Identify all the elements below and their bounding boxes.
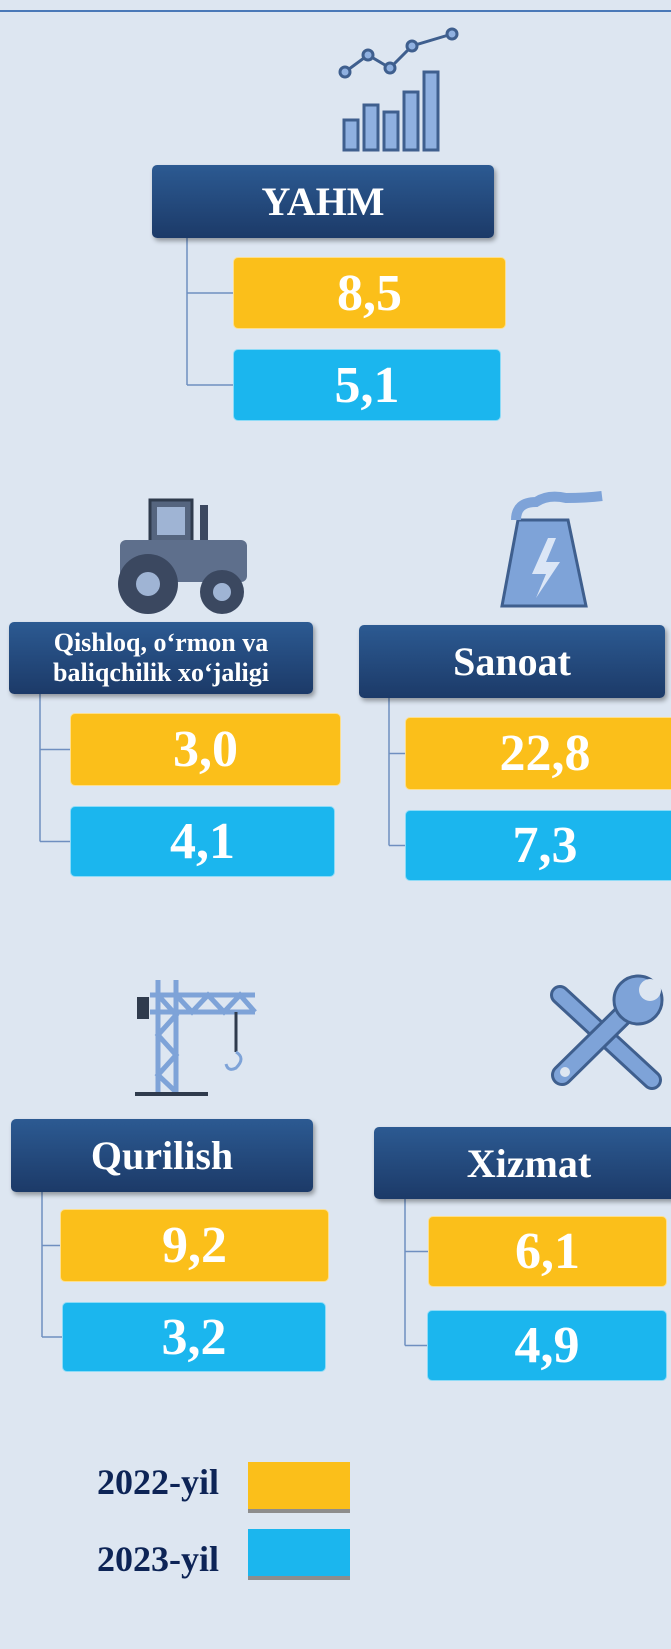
section-title: YAHM	[152, 165, 494, 238]
chart-icon	[338, 27, 459, 152]
value-box: 22,8	[405, 717, 671, 790]
value-box: 6,1	[428, 1216, 667, 1287]
section-title: Sanoat	[359, 625, 665, 698]
value-box: 8,5	[233, 257, 506, 329]
section-title: Xizmat	[374, 1127, 671, 1199]
section-title: Qishloq, o‘rmon va baliqchilik xo‘jaligi	[9, 622, 313, 694]
crane-icon	[135, 980, 257, 1096]
tractor-icon	[118, 498, 247, 614]
tools-icon	[550, 974, 664, 1090]
legend-swatch	[248, 1462, 350, 1513]
factory-icon	[500, 491, 603, 608]
value-box: 4,9	[427, 1310, 667, 1381]
value-box: 5,1	[233, 349, 501, 421]
legend-label: 2023-yil	[97, 1539, 219, 1579]
value-box: 3,0	[70, 713, 341, 786]
legend-swatch	[248, 1529, 350, 1580]
legend-label: 2022-yil	[97, 1462, 219, 1502]
value-box: 7,3	[405, 810, 671, 881]
section-title: Qurilish	[11, 1119, 313, 1192]
value-box: 9,2	[60, 1209, 329, 1282]
value-box: 4,1	[70, 806, 335, 877]
value-box: 3,2	[62, 1302, 326, 1372]
